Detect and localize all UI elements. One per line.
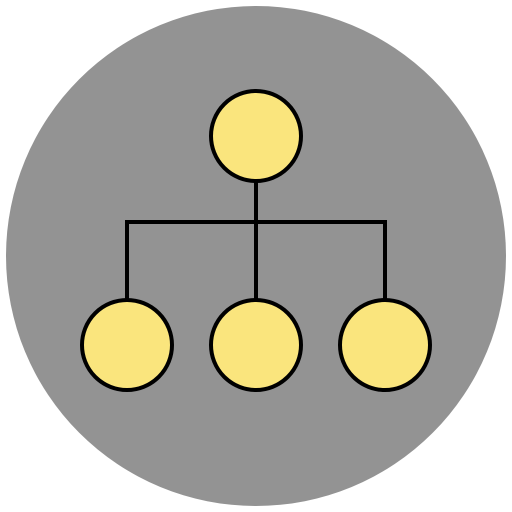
hierarchy-nodes	[80, 89, 432, 392]
root-node	[209, 89, 303, 183]
connector-lines	[125, 180, 387, 303]
child-node-middle	[209, 298, 303, 392]
child-node-left	[80, 298, 174, 392]
child-node-right	[338, 298, 432, 392]
